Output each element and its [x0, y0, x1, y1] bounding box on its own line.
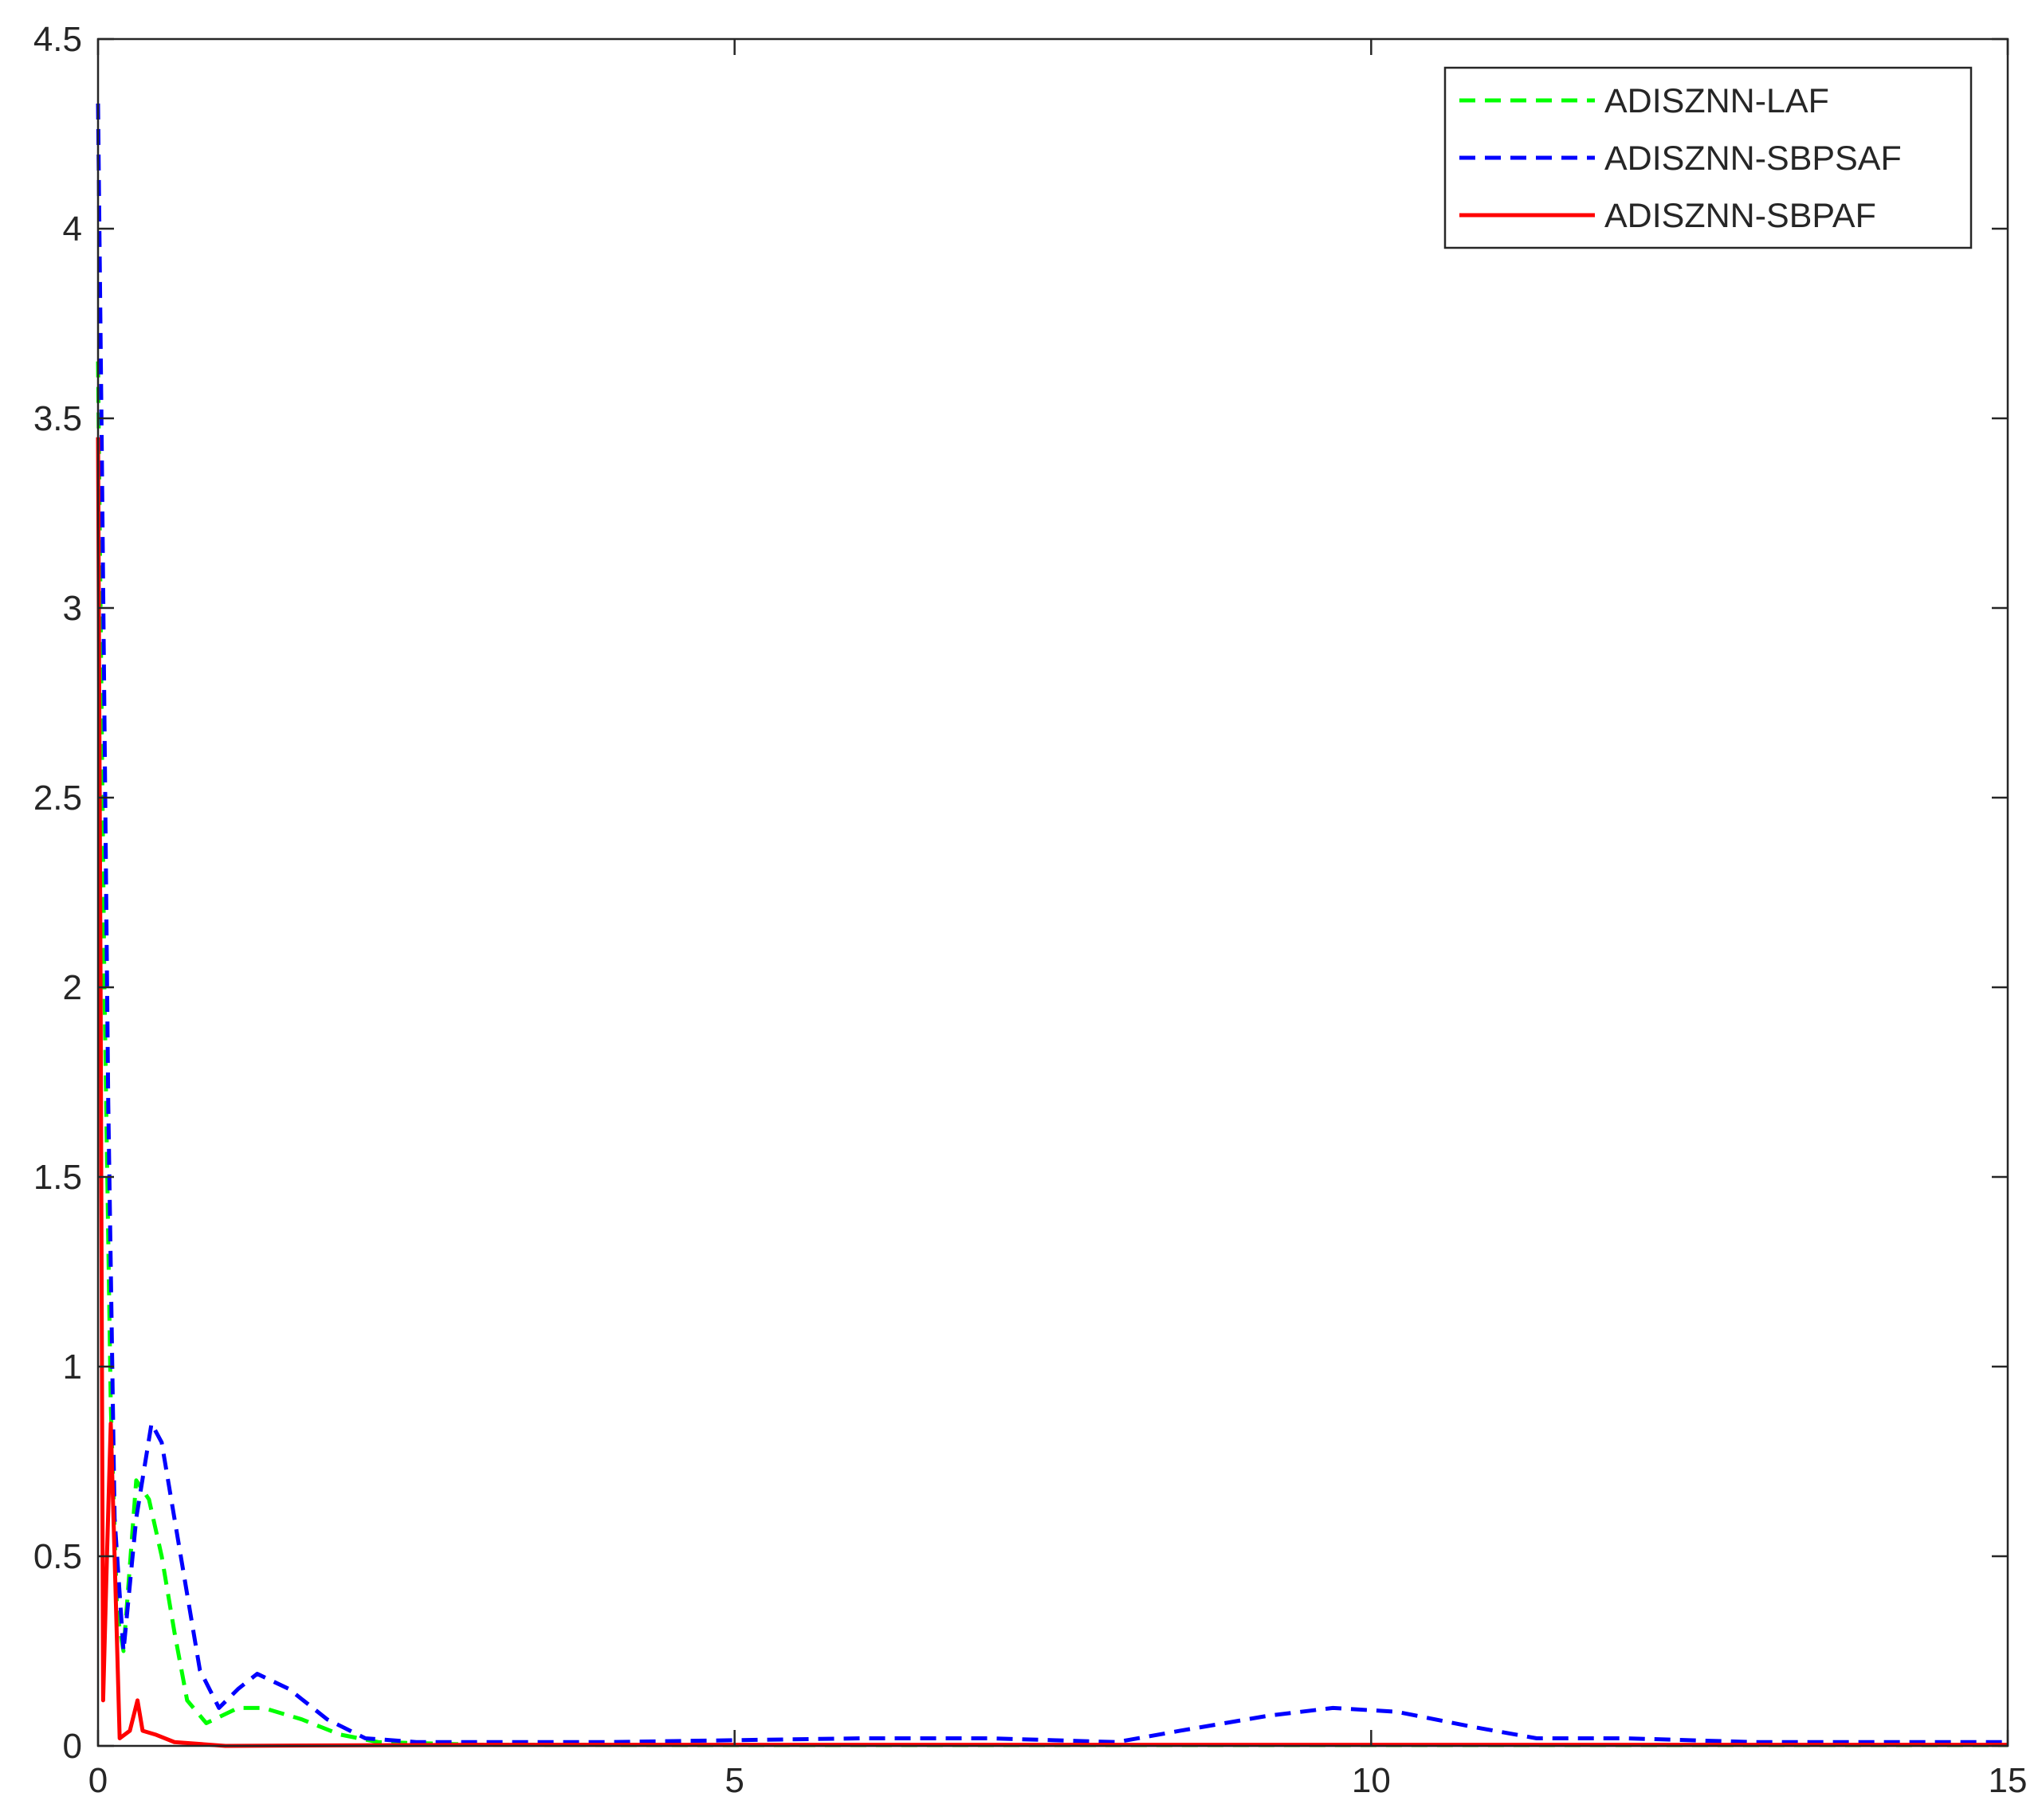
x-tick-label: 5 [725, 1761, 744, 1800]
x-tick-label: 15 [1989, 1761, 2028, 1800]
legend-label: ADISZNN-SBPSAF [1604, 139, 1902, 178]
y-tick-label: 3.5 [33, 399, 82, 438]
y-tick-label: 3 [63, 589, 82, 628]
y-tick-label: 0.5 [33, 1537, 82, 1576]
data-line [96, 361, 2008, 1747]
legend-label: ADISZNN-LAF [1604, 82, 1829, 120]
x-tick-label: 10 [1352, 1761, 1391, 1800]
legend: ADISZNN-LAF ADISZNN-SBPSAF ADISZNN-SBPAF [1443, 66, 1973, 249]
x-tick-label: 0 [88, 1761, 108, 1800]
legend-label: ADISZNN-SBPAF [1604, 197, 1876, 235]
y-tick-label: 4.5 [33, 20, 82, 59]
y-tick-label: 1 [63, 1347, 82, 1387]
axes-box [96, 37, 2009, 1747]
y-tick-label: 2.5 [33, 779, 82, 818]
y-tick-label: 1.5 [33, 1158, 82, 1197]
data-line [96, 437, 2008, 1748]
legend-box [1443, 66, 1973, 249]
data-line [96, 103, 2008, 1744]
y-tick-label: 4 [63, 210, 82, 249]
y-tick-label: 0 [63, 1727, 82, 1766]
y-tick-label: 2 [63, 968, 82, 1007]
